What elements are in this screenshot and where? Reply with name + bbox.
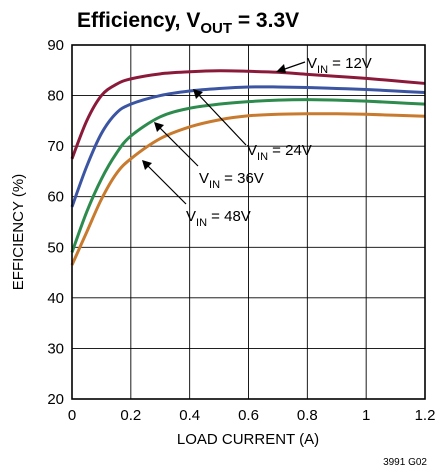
series-line-0 <box>70 69 426 160</box>
arrowhead-24v <box>193 89 203 99</box>
label-vin-48v: VIN = 48V <box>186 208 251 229</box>
arrow-12v <box>281 61 306 71</box>
label-vin-36v: VIN = 36V <box>199 170 264 191</box>
x-tick-label: 1.2 <box>415 407 436 424</box>
chart-title-tail: = 3.3V <box>232 9 299 32</box>
plot-frame <box>71 44 426 400</box>
x-tick-label: 0 <box>68 407 76 424</box>
y-tick-label: 30 <box>47 340 64 357</box>
grid <box>71 44 426 400</box>
chart-title: Efficiency, VOUT = 3.3V <box>77 9 299 37</box>
y-tick-label: 90 <box>47 37 64 54</box>
arrow-heads <box>142 64 286 170</box>
arrow-36v <box>157 125 199 167</box>
y-tick-label: 40 <box>47 290 64 307</box>
arrow-48v <box>145 163 187 205</box>
x-tick-labels: 0 0.2 0.4 0.6 0.8 1 1.2 <box>68 407 436 424</box>
x-tick-label: 0.8 <box>297 407 318 424</box>
chart-title-main: Efficiency, V <box>77 9 200 32</box>
arrowhead-12v <box>276 64 286 73</box>
x-tick-label: 1 <box>362 407 370 424</box>
series-line-3 <box>70 112 426 266</box>
y-tick-label: 60 <box>47 189 64 206</box>
x-axis-label: LOAD CURRENT (A) <box>177 431 319 448</box>
y-tick-label: 50 <box>47 239 64 256</box>
figure-code: 3991 G02 <box>383 457 427 468</box>
chart-title-subscript: OUT <box>200 20 232 37</box>
series-line-2 <box>70 98 426 253</box>
series-line-1 <box>70 85 426 208</box>
y-tick-label: 80 <box>47 88 64 105</box>
y-tick-labels: 20 30 40 50 60 70 80 90 <box>47 37 64 408</box>
x-tick-label: 0.6 <box>238 407 259 424</box>
y-axis-label: EFFICIENCY (%) <box>10 174 27 290</box>
x-tick-label: 0.4 <box>179 407 200 424</box>
arrowhead-36v <box>154 122 164 132</box>
label-vin-12v: VIN = 12V <box>307 55 372 76</box>
label-vin-24v: VIN = 24V <box>247 142 312 163</box>
arrow-24v <box>196 92 247 146</box>
y-tick-label: 70 <box>47 138 64 155</box>
arrowhead-48v <box>142 160 152 170</box>
x-tick-label: 0.2 <box>120 407 141 424</box>
series-lines <box>70 69 426 266</box>
y-tick-label: 20 <box>47 391 64 408</box>
annotation-arrows <box>145 61 306 205</box>
